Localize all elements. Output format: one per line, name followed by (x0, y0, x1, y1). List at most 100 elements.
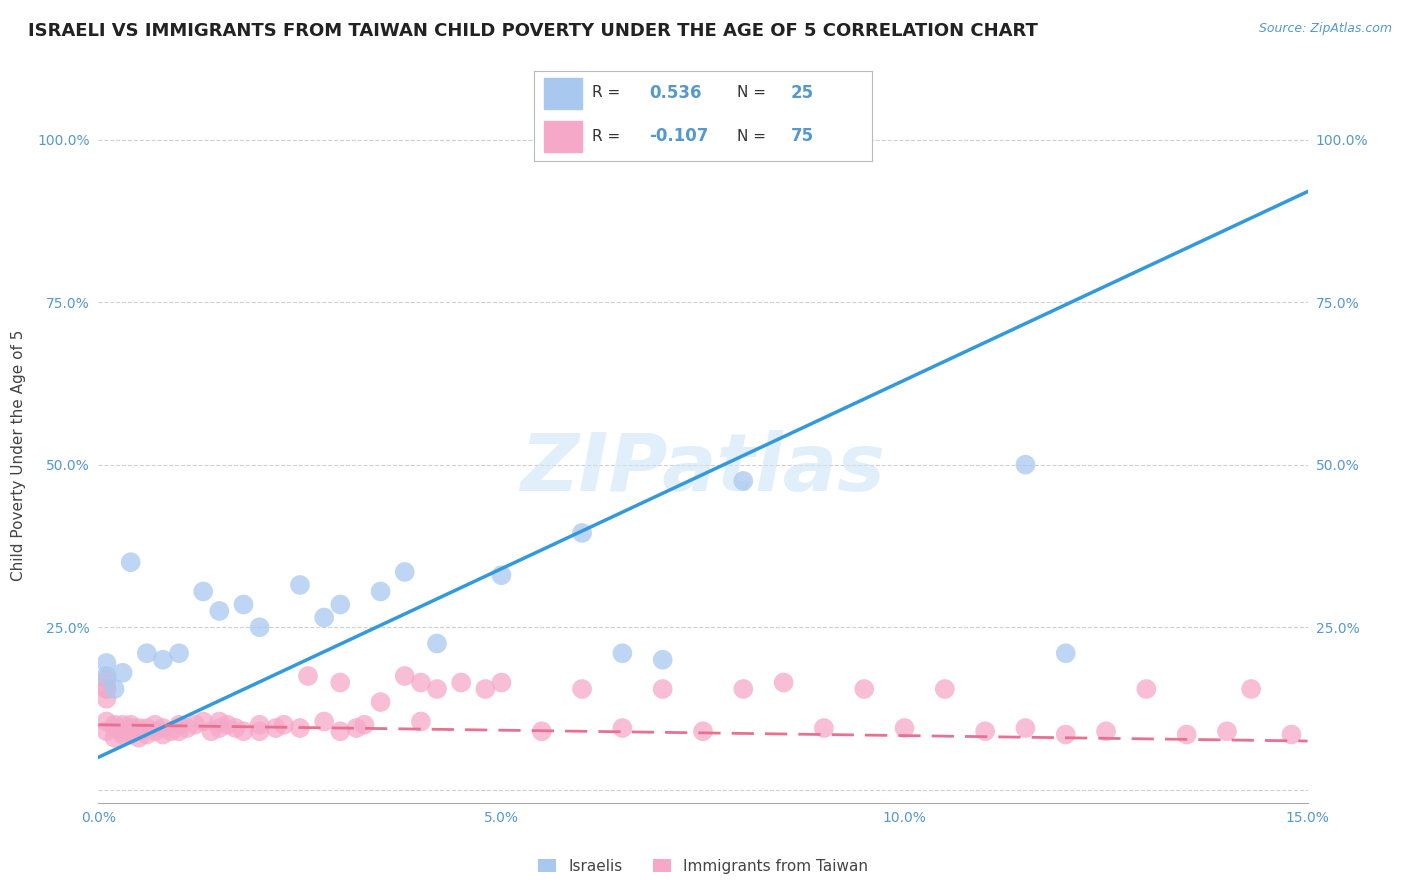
Point (167, 724, 190, 739)
Point (167, 646, 190, 660)
Point (314, 610, 336, 624)
Point (111, 724, 134, 739)
Point (193, 714, 215, 729)
Point (370, 695, 392, 709)
Point (1216, 724, 1239, 739)
Point (135, 646, 157, 660)
Point (530, 724, 553, 739)
Text: R =: R = (592, 129, 624, 144)
Text: ZIPatlas: ZIPatlas (520, 430, 886, 508)
Point (96, 681, 118, 696)
Point (152, 727, 174, 741)
Point (111, 718, 134, 732)
Point (249, 718, 271, 732)
Point (934, 681, 956, 696)
Point (1054, 727, 1077, 741)
Point (264, 721, 287, 735)
Text: N =: N = (737, 86, 770, 100)
Point (120, 727, 142, 741)
Point (143, 718, 166, 732)
Point (184, 718, 207, 732)
Point (143, 724, 166, 739)
Point (1014, 458, 1036, 472)
Point (426, 681, 449, 696)
Point (651, 681, 673, 696)
Point (288, 578, 311, 592)
Point (370, 584, 392, 599)
Text: 25: 25 (790, 84, 814, 102)
Point (200, 724, 222, 739)
Point (217, 718, 239, 732)
Point (111, 665, 134, 680)
Point (232, 598, 254, 612)
Point (103, 721, 125, 735)
Point (733, 681, 755, 696)
Point (344, 721, 367, 735)
Point (152, 653, 174, 667)
Point (426, 636, 449, 650)
Point (120, 718, 142, 732)
Point (111, 727, 134, 741)
Text: ISRAELI VS IMMIGRANTS FROM TAIWAN CHILD POVERTY UNDER THE AGE OF 5 CORRELATION C: ISRAELI VS IMMIGRANTS FROM TAIWAN CHILD … (28, 22, 1038, 40)
Point (152, 721, 174, 735)
Point (571, 525, 593, 540)
Point (224, 721, 246, 735)
Point (394, 565, 416, 579)
Bar (544, 78, 582, 109)
Point (612, 646, 634, 660)
Point (96, 672, 118, 686)
Bar (544, 121, 582, 152)
Point (167, 718, 190, 732)
Point (128, 724, 150, 739)
Point (571, 681, 593, 696)
Text: -0.107: -0.107 (650, 128, 709, 145)
Y-axis label: Child Poverty Under the Age of 5: Child Poverty Under the Age of 5 (11, 329, 27, 581)
Point (96, 669, 118, 683)
Point (329, 598, 352, 612)
Point (1054, 646, 1077, 660)
Point (96, 714, 118, 729)
Point (974, 724, 997, 739)
Point (193, 584, 215, 599)
Point (1281, 727, 1303, 741)
Point (733, 474, 755, 488)
Point (135, 721, 157, 735)
Point (288, 721, 311, 735)
Text: Source: ZipAtlas.com: Source: ZipAtlas.com (1258, 22, 1392, 36)
Point (96, 656, 118, 670)
Point (103, 681, 125, 696)
Point (208, 721, 231, 735)
Point (135, 727, 157, 741)
Point (692, 724, 714, 739)
Point (208, 604, 231, 618)
Point (208, 714, 231, 729)
Point (96, 724, 118, 739)
Point (651, 653, 673, 667)
Point (128, 721, 150, 735)
Point (491, 568, 513, 582)
Point (297, 669, 319, 683)
Point (409, 675, 432, 690)
Point (314, 714, 336, 729)
Text: R =: R = (592, 86, 624, 100)
Text: 75: 75 (790, 128, 814, 145)
Point (893, 721, 915, 735)
Point (474, 681, 496, 696)
Point (96, 691, 118, 706)
Point (249, 620, 271, 634)
Point (772, 675, 794, 690)
Point (96, 681, 118, 696)
Point (103, 718, 125, 732)
Point (103, 731, 125, 745)
Point (329, 675, 352, 690)
Point (1175, 727, 1198, 741)
Point (120, 721, 142, 735)
Legend: Israelis, Immigrants from Taiwan: Israelis, Immigrants from Taiwan (531, 853, 875, 880)
Point (491, 675, 513, 690)
Point (1135, 681, 1157, 696)
Point (273, 718, 295, 732)
Point (353, 718, 375, 732)
Point (409, 714, 432, 729)
Point (249, 724, 271, 739)
Point (450, 675, 472, 690)
